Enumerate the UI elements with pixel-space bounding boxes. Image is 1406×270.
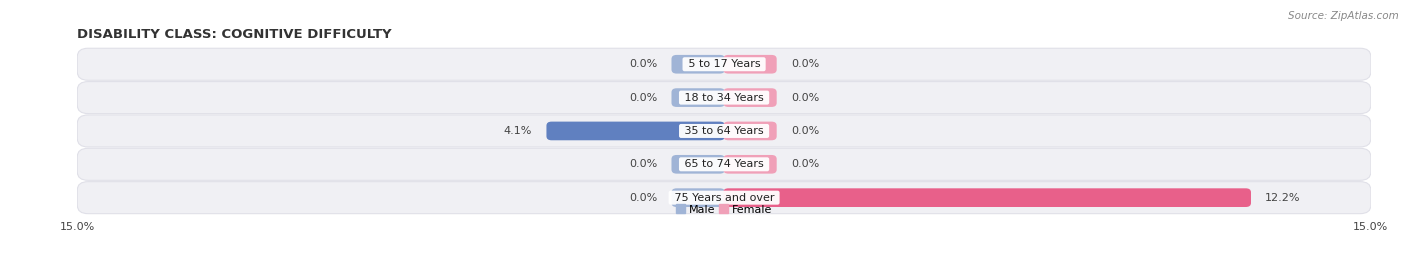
Text: 75 Years and over: 75 Years and over	[671, 193, 778, 203]
FancyBboxPatch shape	[547, 122, 725, 140]
FancyBboxPatch shape	[723, 155, 776, 174]
Text: 5 to 17 Years: 5 to 17 Years	[685, 59, 763, 69]
FancyBboxPatch shape	[672, 155, 725, 174]
FancyBboxPatch shape	[672, 188, 725, 207]
Text: 0.0%: 0.0%	[628, 159, 657, 169]
Text: 0.0%: 0.0%	[628, 193, 657, 203]
FancyBboxPatch shape	[672, 55, 725, 74]
Text: 0.0%: 0.0%	[792, 126, 820, 136]
Text: 35 to 64 Years: 35 to 64 Years	[681, 126, 768, 136]
FancyBboxPatch shape	[77, 48, 1371, 80]
FancyBboxPatch shape	[672, 88, 725, 107]
Text: 65 to 74 Years: 65 to 74 Years	[681, 159, 768, 169]
FancyBboxPatch shape	[723, 122, 776, 140]
Text: 18 to 34 Years: 18 to 34 Years	[681, 93, 768, 103]
Text: 0.0%: 0.0%	[628, 93, 657, 103]
FancyBboxPatch shape	[77, 182, 1371, 214]
Text: 0.0%: 0.0%	[792, 59, 820, 69]
Text: 12.2%: 12.2%	[1265, 193, 1301, 203]
Text: 4.1%: 4.1%	[503, 126, 533, 136]
FancyBboxPatch shape	[723, 188, 1251, 207]
Legend: Male, Female: Male, Female	[672, 200, 776, 219]
FancyBboxPatch shape	[723, 88, 776, 107]
Text: 0.0%: 0.0%	[792, 93, 820, 103]
Text: DISABILITY CLASS: COGNITIVE DIFFICULTY: DISABILITY CLASS: COGNITIVE DIFFICULTY	[77, 28, 392, 40]
Text: 0.0%: 0.0%	[628, 59, 657, 69]
FancyBboxPatch shape	[77, 115, 1371, 147]
FancyBboxPatch shape	[77, 82, 1371, 114]
FancyBboxPatch shape	[77, 148, 1371, 180]
FancyBboxPatch shape	[723, 55, 776, 74]
Text: Source: ZipAtlas.com: Source: ZipAtlas.com	[1288, 11, 1399, 21]
Text: 0.0%: 0.0%	[792, 159, 820, 169]
